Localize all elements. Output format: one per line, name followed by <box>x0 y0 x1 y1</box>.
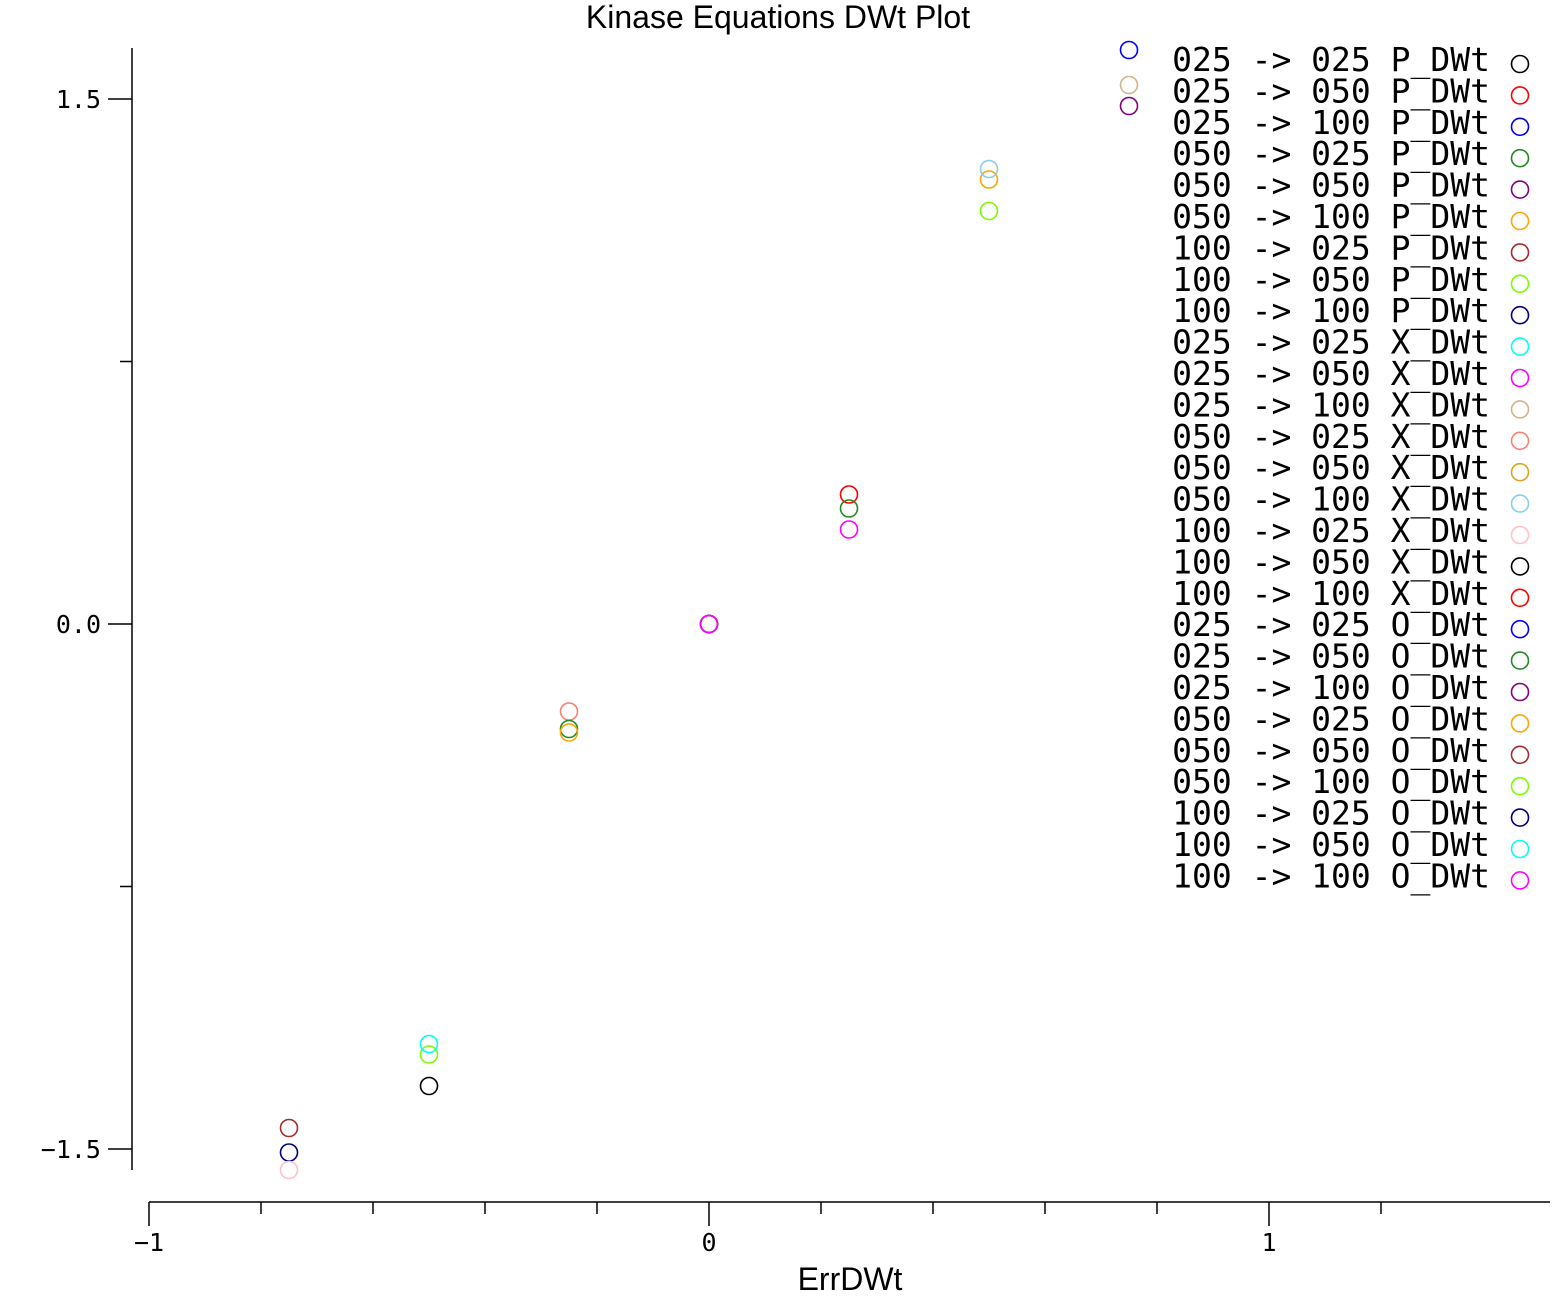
legend-marker <box>1510 682 1530 702</box>
legend-label: 050 -> 100 P_DWt <box>1172 197 1490 237</box>
legend-marker <box>1510 54 1530 74</box>
legend-label: 025 -> 025 X_DWt <box>1172 323 1490 363</box>
legend-marker <box>1510 400 1530 419</box>
data-point <box>839 485 859 504</box>
legend-label: 025 -> 050 P_DWt <box>1172 71 1490 111</box>
legend-label: 025 -> 100 O_DWt <box>1172 668 1490 708</box>
legend-label: 050 -> 025 X_DWt <box>1172 417 1490 457</box>
data-point <box>559 702 579 721</box>
y-tick-label: 1.5 <box>56 85 101 114</box>
data-point <box>279 1143 299 1162</box>
data-point <box>419 1076 439 1096</box>
y-axis: −1.5 0.0 1.5 <box>41 48 133 1170</box>
x-tick-label: 0 <box>701 1228 716 1257</box>
x-tick-label: 1 <box>1261 1228 1276 1257</box>
legend-marker <box>1510 525 1530 545</box>
data-point <box>279 1118 299 1138</box>
data-point <box>419 1045 439 1064</box>
legend-marker <box>1510 714 1530 733</box>
legend-marker <box>1510 651 1530 670</box>
legend-marker <box>1510 180 1530 199</box>
legend-marker <box>1510 745 1530 765</box>
legend-marker <box>1510 211 1530 231</box>
legend-marker <box>1510 148 1530 168</box>
legend-label: 025 -> 050 X_DWt <box>1172 354 1490 394</box>
legend-marker <box>1510 808 1530 827</box>
legend-label: 100 -> 025 P_DWt <box>1172 228 1490 268</box>
legend-marker <box>1510 557 1530 576</box>
legend-marker <box>1510 86 1530 105</box>
data-point <box>1119 96 1139 116</box>
data-points <box>279 40 1139 1180</box>
y-tick-label: −1.5 <box>41 1135 101 1164</box>
data-point <box>699 614 719 634</box>
legend-label: 050 -> 025 P_DWt <box>1172 134 1490 174</box>
legend-marker <box>1510 839 1530 859</box>
data-point <box>1119 40 1139 60</box>
legend-label: 100 -> 100 P_DWt <box>1172 291 1490 331</box>
legend-marker <box>1510 619 1530 639</box>
x-axis: −1 0 1 <box>134 1201 1550 1257</box>
data-point <box>419 1034 439 1054</box>
data-point <box>559 723 579 742</box>
legend-marker <box>1510 337 1530 356</box>
legend-marker <box>1510 117 1530 137</box>
legend-label: 050 -> 025 O_DWt <box>1172 699 1490 739</box>
x-tick-label: −1 <box>134 1228 164 1257</box>
legend-label: 100 -> 050 X_DWt <box>1172 542 1490 582</box>
legend-label: 025 -> 025 O_DWt <box>1172 605 1490 645</box>
legend-marker <box>1510 462 1530 482</box>
legend-label: 100 -> 100 X_DWt <box>1172 574 1490 614</box>
data-point <box>839 499 859 518</box>
data-point <box>839 520 859 539</box>
legend-label: 100 -> 100 O_DWt <box>1172 856 1490 896</box>
legend-label: 025 -> 025 P_DWt <box>1172 40 1490 80</box>
legend-label: 050 -> 100 X_DWt <box>1172 480 1490 520</box>
legend-label: 100 -> 025 X_DWt <box>1172 511 1490 551</box>
legend-label: 050 -> 050 O_DWt <box>1172 731 1490 771</box>
legend-label: 100 -> 025 O_DWt <box>1172 794 1490 834</box>
chart-title: Kinase Equations DWt Plot <box>586 0 970 35</box>
legend-marker <box>1510 776 1530 796</box>
legend-label: 100 -> 050 O_DWt <box>1172 825 1490 865</box>
legend-marker <box>1510 431 1530 451</box>
legend-label: 100 -> 050 P_DWt <box>1172 260 1490 300</box>
legend-label: 050 -> 100 O_DWt <box>1172 762 1490 802</box>
data-point <box>1119 75 1139 95</box>
legend-label: 025 -> 050 O_DWt <box>1172 637 1490 677</box>
legend-marker <box>1510 274 1530 294</box>
data-point <box>979 170 999 189</box>
x-axis-label: ErrDWt <box>798 1261 903 1297</box>
y-tick-label: 0.0 <box>56 610 101 639</box>
legend-marker <box>1510 368 1530 388</box>
legend-label: 025 -> 100 X_DWt <box>1172 385 1490 425</box>
data-point <box>979 201 999 221</box>
legend-marker <box>1510 588 1530 608</box>
data-point <box>279 1160 299 1180</box>
legend-marker <box>1510 871 1530 890</box>
data-point <box>559 719 579 739</box>
legend-marker <box>1510 243 1530 262</box>
legend-label: 050 -> 050 X_DWt <box>1172 448 1490 488</box>
legend-label: 025 -> 100 P_DWt <box>1172 103 1490 143</box>
legend-marker <box>1510 494 1530 513</box>
legend-marker <box>1510 305 1530 325</box>
legend-label: 050 -> 050 P_DWt <box>1172 166 1490 206</box>
data-point <box>979 159 999 179</box>
